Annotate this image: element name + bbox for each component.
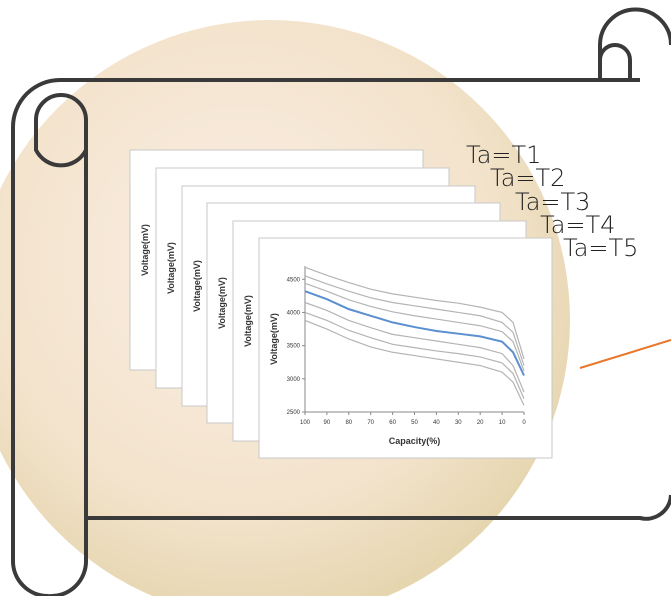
x-tick-label: 80 xyxy=(345,420,352,426)
x-tick-label: 90 xyxy=(324,420,331,426)
x-tick-label: 30 xyxy=(455,420,462,426)
y-tick-label: 3500 xyxy=(287,344,301,350)
y-axis-label: Voltage(mV) xyxy=(192,260,202,312)
y-axis-label: Voltage(mV) xyxy=(243,295,253,347)
y-axis-label: Voltage(mV) xyxy=(269,313,279,365)
y-axis-label: Voltage(mV) xyxy=(140,224,150,276)
diagram: Voltage(mV) Voltage(mV) Voltage(mV) Voltage… xyxy=(0,0,671,596)
y-axis-label: Voltage(mV) xyxy=(217,277,227,329)
y-tick-label: 2500 xyxy=(287,410,301,416)
x-tick-label: 40 xyxy=(433,420,440,426)
x-tick-label: 20 xyxy=(477,420,484,426)
x-tick-label: 10 xyxy=(499,420,506,426)
x-axis-label: Capacity(%) xyxy=(389,436,441,446)
x-tick-label: 100 xyxy=(300,420,311,426)
x-tick-label: 60 xyxy=(389,420,396,426)
x-tick-label: 50 xyxy=(411,420,418,426)
temperature-label: Ta=T5 xyxy=(563,234,638,262)
pointer-line xyxy=(580,340,671,368)
y-axis-label: Voltage(mV) xyxy=(166,242,176,294)
y-tick-label: 4500 xyxy=(287,277,301,283)
y-tick-label: 3000 xyxy=(287,377,301,383)
x-tick-label: 70 xyxy=(367,420,374,426)
y-tick-label: 4000 xyxy=(287,310,301,316)
